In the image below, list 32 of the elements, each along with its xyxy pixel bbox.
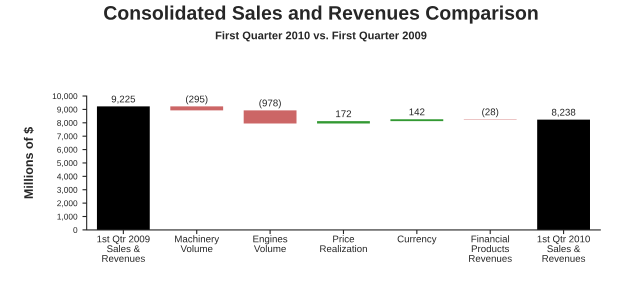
data-label: (978) <box>259 99 281 108</box>
data-label: 8,238 <box>552 108 576 117</box>
y-tick-label: 7,000 <box>57 133 78 140</box>
x-tick-label: Engines Volume <box>253 235 288 252</box>
y-axis-title: Millions of $ <box>24 127 34 198</box>
data-label: 142 <box>409 108 424 116</box>
bar <box>170 106 224 110</box>
y-tick-label: 5,000 <box>57 160 78 168</box>
data-label: 172 <box>336 110 352 118</box>
chart-subtitle: First Quarter 2010 vs. First Quarter 2009 <box>216 31 427 42</box>
y-tick-label: 2,000 <box>57 200 78 208</box>
x-tick-label: 1st Qtr 2010 Sales & Revenues <box>538 236 590 262</box>
x-tick-label: Price Realization <box>320 235 367 252</box>
y-tick-label: 9,000 <box>57 106 78 114</box>
bar <box>244 110 297 124</box>
data-label: (295) <box>186 95 208 104</box>
x-tick-label: Machinery Volume <box>175 235 220 252</box>
y-tick-label: 3,000 <box>57 186 78 194</box>
x-tick-label: 1st Qtr 2009 Sales & Revenues <box>97 236 150 262</box>
x-tick-label: Currency <box>398 236 437 244</box>
y-tick-label: 10,000 <box>52 93 78 100</box>
y-tick-label: 4,000 <box>56 174 78 180</box>
data-label: (28) <box>482 108 498 118</box>
y-tick-label: 8,000 <box>57 120 78 127</box>
bar <box>96 106 150 230</box>
x-tick-label: Financial Products Revenues <box>469 235 512 262</box>
y-tick-label: 1,000 <box>57 214 78 221</box>
y-tick-label: 6,000 <box>57 146 78 154</box>
bar <box>537 120 590 230</box>
chart-title: Consolidated Sales and Revenues Comparison <box>104 5 538 24</box>
y-tick-label: 0 <box>73 227 78 233</box>
data-label: 9,225 <box>112 96 136 104</box>
